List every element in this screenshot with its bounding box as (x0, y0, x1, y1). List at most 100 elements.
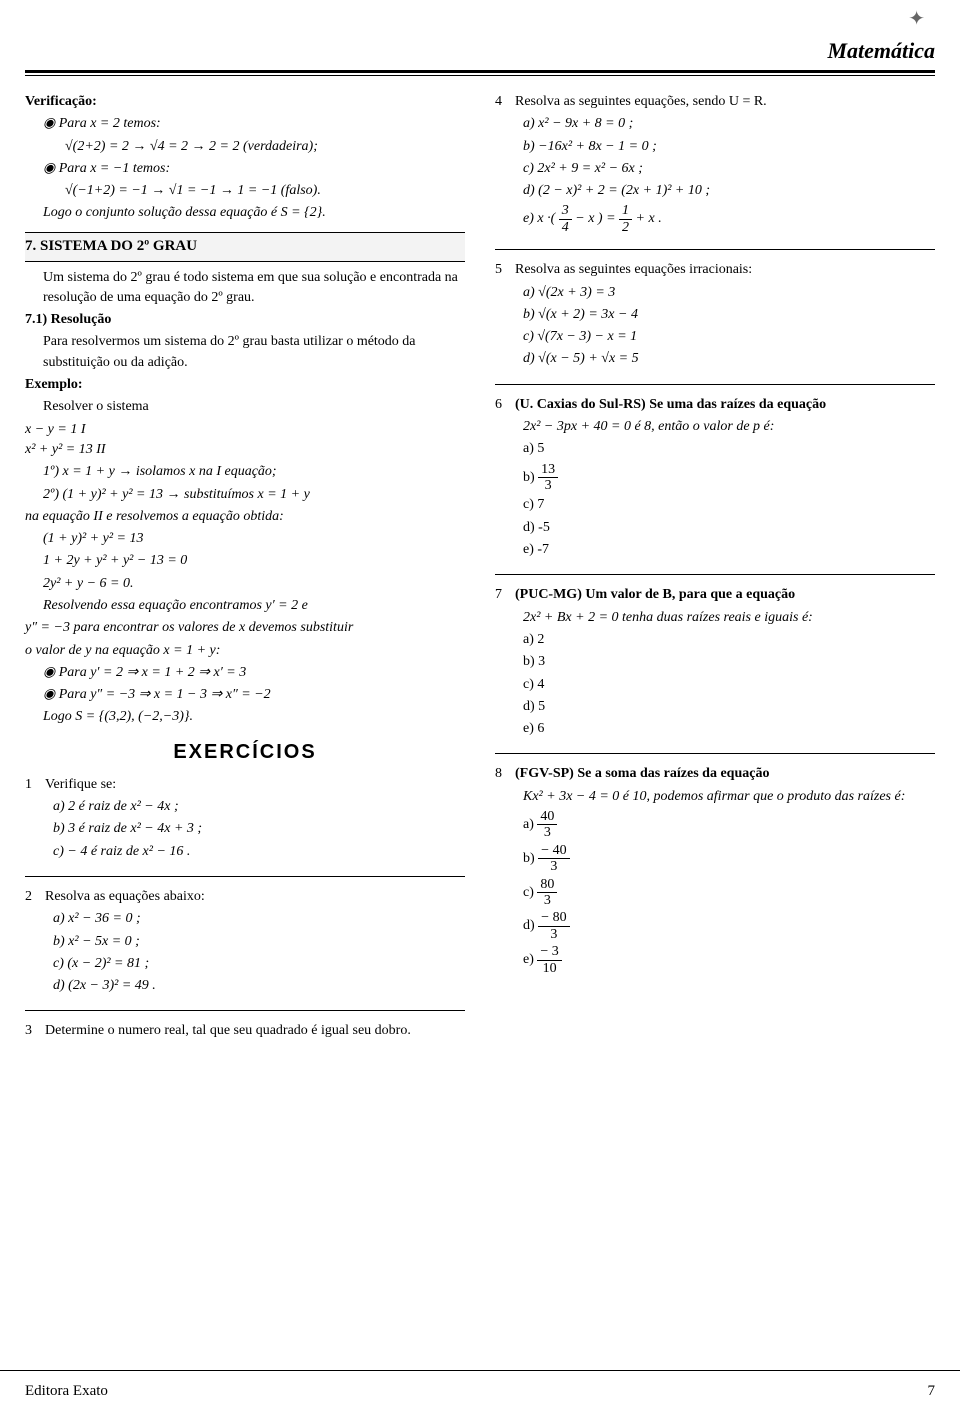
num: 1 (619, 203, 632, 219)
q7b: b) 3 (523, 652, 935, 672)
frac: 34 (559, 203, 572, 235)
q5c: c) √(7x − 3) − x = 1 (523, 327, 935, 347)
q6d: d) -5 (523, 518, 935, 538)
q5b: b) √(x + 2) = 3x − 4 (523, 305, 935, 325)
q4-text: Resolva as seguintes equações, sendo U =… (515, 94, 767, 109)
verif-title: Verificação: (25, 92, 465, 112)
sys-l1: x − y = 1 I (25, 420, 465, 440)
q8eq: Kx² + 3x − 4 = 0 é 10, podemos afirmar q… (523, 787, 935, 807)
q4c: c) 2x² + 9 = x² − 6x ; (523, 159, 935, 179)
q7c: c) 4 (523, 675, 935, 695)
frac: − 403 (538, 843, 569, 875)
res2: Para y″ = −3 ⇒ x = 1 − 3 ⇒ x″ = −2 (43, 685, 465, 705)
verif-l2: √(2+2) = 2 → √4 = 2 → 2 = 2 (verdadeira)… (65, 137, 465, 157)
q6c: c) 7 (523, 495, 935, 515)
footer-right: 7 (928, 1381, 936, 1403)
right-column: 4Resolva as seguintes equações, sendo U … (495, 90, 935, 1056)
eq1: (1 + y)² + y² = 13 (43, 529, 465, 549)
sep (495, 249, 935, 250)
q7-text: (PUC-MG) Um valor de B, para que a equaç… (515, 587, 795, 602)
den: 2 (619, 220, 632, 235)
left-column: Verificação: Para x = 2 temos: √(2+2) = … (25, 90, 465, 1056)
footer: Editora Exato 7 (0, 1370, 960, 1415)
den: 10 (537, 961, 561, 976)
qnum: 5 (495, 260, 515, 280)
q4e-post: + x . (636, 212, 662, 227)
q6a: a) 5 (523, 439, 935, 459)
question-8: 8(FGV-SP) Se a soma das raízes da equaçã… (495, 764, 935, 976)
q2c: c) (x − 2)² = 81 ; (53, 954, 465, 974)
question-3: 3Determine o numero real, tal que seu qu… (25, 1021, 465, 1041)
step2b: na equação II e resolvemos a equação obt… (25, 507, 465, 527)
frac: − 803 (538, 910, 569, 942)
q5a: a) √(2x + 3) = 3 (523, 283, 935, 303)
q6-text: (U. Caxias do Sul-RS) Se uma das raízes … (515, 397, 826, 412)
q4e: e) x ·( 34 − x ) = 12 + x . (523, 203, 935, 235)
subject-title: Matemática (827, 35, 935, 67)
q6eq: 2x² − 3px + 40 = 0 é 8, então o valor de… (523, 417, 935, 437)
num: 3 (559, 203, 572, 219)
q1c: c) − 4 é raiz de x² − 16 . (53, 842, 465, 862)
question-6: 6(U. Caxias do Sul-RS) Se uma das raízes… (495, 395, 935, 561)
num: − 3 (537, 944, 561, 960)
step1: 1º) x = 1 + y → isolamos x na I equação; (43, 462, 465, 482)
num: 80 (537, 877, 557, 893)
den: 3 (538, 478, 558, 493)
qnum: 1 (25, 775, 45, 795)
section-7: 7. SISTEMA DO 2º GRAU (25, 232, 465, 262)
qnum: 2 (25, 887, 45, 907)
den: 3 (538, 927, 569, 942)
q4d: d) (2 − x)² + 2 = (2x + 1)² + 10 ; (523, 181, 935, 201)
question-2: 2Resolva as equações abaixo: a) x² − 36 … (25, 887, 465, 996)
verif-l5: Logo o conjunto solução dessa equação é … (43, 203, 465, 223)
q2b: b) x² − 5x = 0 ; (53, 932, 465, 952)
sec71-p1: Para resolvermos um sistema do 2º grau b… (43, 332, 465, 373)
res3: Logo S = {(3,2), (−2,−3)}. (43, 707, 465, 727)
rule (25, 70, 935, 73)
ex-line: Resolver o sistema (43, 397, 465, 417)
den: 3 (537, 893, 557, 908)
exercicios-title: EXERCÍCIOS (25, 738, 465, 767)
res1: Para y′ = 2 ⇒ x = 1 + 2 ⇒ x′ = 3 (43, 663, 465, 683)
q1b: b) 3 é raiz de x² − 4x + 3 ; (53, 819, 465, 839)
q4e-pre: e) x · (523, 212, 551, 227)
qnum: 7 (495, 585, 515, 605)
question-4: 4Resolva as seguintes equações, sendo U … (495, 92, 935, 235)
ex-intro: Resolver o sistema (43, 399, 149, 414)
qnum: 6 (495, 395, 515, 415)
pre: b) (523, 851, 538, 866)
den: 4 (559, 220, 572, 235)
question-7: 7(PUC-MG) Um valor de B, para que a equa… (495, 585, 935, 739)
verif-l4: √(−1+2) = −1 → √1 = −1 → 1 = −1 (falso). (65, 181, 465, 201)
q8b: b) − 403 (523, 843, 935, 875)
eq2: 1 + 2y + y² + y² − 13 = 0 (43, 551, 465, 571)
num: − 40 (538, 843, 569, 859)
q6e: e) -7 (523, 540, 935, 560)
question-1: 1Verifique se: a) 2 é raiz de x² − 4x ; … (25, 775, 465, 862)
content-columns: Verificação: Para x = 2 temos: √(2+2) = … (25, 90, 935, 1056)
q7a: a) 2 (523, 630, 935, 650)
q4a: a) x² − 9x + 8 = 0 ; (523, 114, 935, 134)
frac: 803 (537, 877, 557, 909)
sep (495, 753, 935, 754)
den: 3 (537, 825, 557, 840)
q1-text: Verifique se: (45, 777, 116, 792)
q7d: d) 5 (523, 697, 935, 717)
num: − 80 (538, 910, 569, 926)
frac: 403 (537, 809, 557, 841)
frac: − 310 (537, 944, 561, 976)
sep (25, 1010, 465, 1011)
sys-l2: x² + y² = 13 II (25, 440, 465, 460)
q8d: d) − 803 (523, 910, 935, 942)
q2d: d) (2x − 3)² = 49 . (53, 976, 465, 996)
q8a: a) 403 (523, 809, 935, 841)
q2a: a) x² − 36 = 0 ; (53, 909, 465, 929)
q8-text: (FGV-SP) Se a soma das raízes da equação (515, 766, 769, 781)
qnum: 4 (495, 92, 515, 112)
qnum: 3 (25, 1021, 45, 1041)
q2-text: Resolva as equações abaixo: (45, 889, 205, 904)
num: 13 (538, 462, 558, 478)
sep (495, 574, 935, 575)
sec7-p1: Um sistema do 2º grau é todo sistema em … (43, 268, 465, 309)
q7eq: 2x² + Bx + 2 = 0 tenha duas raízes reais… (523, 608, 935, 628)
